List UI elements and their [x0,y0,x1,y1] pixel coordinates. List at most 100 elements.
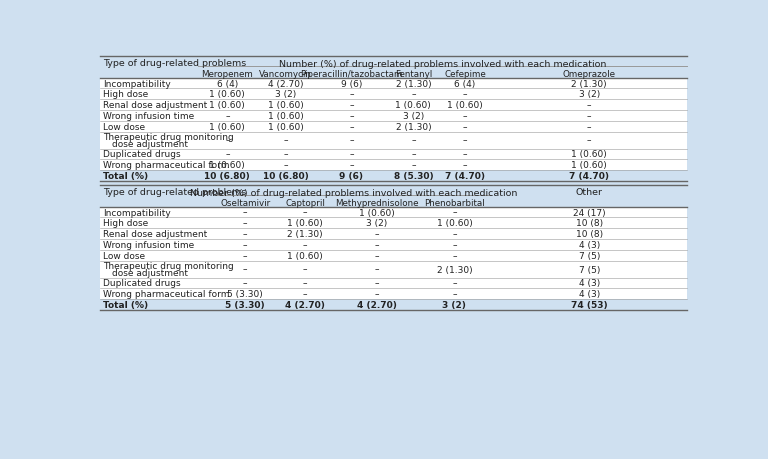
Text: 4 (2.70): 4 (2.70) [357,300,397,309]
Text: Wrong infusion time: Wrong infusion time [103,241,194,249]
Text: Duplicated drugs: Duplicated drugs [103,150,180,159]
Bar [100,278,687,289]
Bar [100,171,687,181]
Text: dose adjustment: dose adjustment [112,140,188,148]
Text: Number (%) of drug-related problems involved with each medication: Number (%) of drug-related problems invo… [279,60,607,69]
Text: –: – [375,251,379,260]
Bar [100,78,687,89]
Text: Wrong pharmaceutical form: Wrong pharmaceutical form [103,161,230,170]
Bar [100,218,687,229]
Text: –: – [243,208,247,217]
Text: Therapeutic drug monitoring: Therapeutic drug monitoring [103,262,233,271]
Text: –: – [375,290,379,298]
Text: –: – [587,112,591,121]
Bar [100,299,687,310]
Text: Vancomycin: Vancomycin [259,69,312,78]
Text: –: – [587,123,591,131]
Bar [100,207,687,218]
Text: Wrong infusion time: Wrong infusion time [103,112,194,121]
Text: 7 (4.70): 7 (4.70) [569,172,609,180]
Text: 1 (0.60): 1 (0.60) [436,219,472,228]
Bar [100,229,687,240]
Bar [100,261,687,278]
Text: –: – [462,90,467,99]
Text: 1 (0.60): 1 (0.60) [267,101,303,110]
Text: –: – [411,136,415,145]
Text: –: – [243,279,247,288]
Text: –: – [462,123,467,131]
Text: Methyprednisolone: Methyprednisolone [335,198,419,207]
Bar [100,240,687,250]
Text: 4 (3): 4 (3) [578,241,600,249]
Text: –: – [462,161,467,170]
Text: Oseltamivir: Oseltamivir [220,198,270,207]
Text: Wrong pharmaceutical form: Wrong pharmaceutical form [103,290,230,298]
Text: 10 (8): 10 (8) [576,219,603,228]
Text: 2 (1.30): 2 (1.30) [287,230,323,239]
Text: Renal dose adjustment: Renal dose adjustment [103,230,207,239]
Text: –: – [243,265,247,274]
Bar [100,100,687,111]
Text: 9 (6): 9 (6) [341,79,362,89]
Text: –: – [375,279,379,288]
Bar [100,250,687,261]
Text: Renal dose adjustment: Renal dose adjustment [103,101,207,110]
Text: Low dose: Low dose [103,251,145,260]
Text: –: – [349,123,353,131]
Text: 4 (2.70): 4 (2.70) [286,300,325,309]
Text: –: – [452,208,457,217]
Text: 3 (2): 3 (2) [275,90,296,99]
Text: 2 (1.30): 2 (1.30) [396,79,431,89]
Text: Type of drug-related problems: Type of drug-related problems [103,187,247,196]
Text: Fentanyl: Fentanyl [395,69,432,78]
Text: Number (%) of drug-related problems involved with each medication: Number (%) of drug-related problems invo… [190,189,518,198]
Text: 1 (0.60): 1 (0.60) [447,101,483,110]
Text: –: – [243,230,247,239]
Text: –: – [349,90,353,99]
Text: 2 (1.30): 2 (1.30) [571,79,607,89]
Bar [100,149,687,160]
Text: Piperacillin/tazobactam: Piperacillin/tazobactam [300,69,402,78]
Bar [100,69,687,78]
Text: –: – [303,208,307,217]
Text: –: – [375,265,379,274]
Text: High dose: High dose [103,219,148,228]
Text: 5 (3.30): 5 (3.30) [225,300,265,309]
Text: 1 (0.60): 1 (0.60) [287,219,323,228]
Text: Therapeutic drug monitoring: Therapeutic drug monitoring [103,133,233,142]
Text: 2 (1.30): 2 (1.30) [396,123,431,131]
Text: 4 (2.70): 4 (2.70) [268,79,303,89]
Text: –: – [243,241,247,249]
Text: –: – [349,112,353,121]
Text: Other: Other [576,187,603,196]
Text: –: – [587,101,591,110]
Text: 1 (0.60): 1 (0.60) [210,101,245,110]
Bar [100,122,687,132]
Text: 10 (6.80): 10 (6.80) [204,172,250,180]
Text: –: – [303,265,307,274]
Text: Meropenem: Meropenem [201,69,253,78]
Text: 1 (0.60): 1 (0.60) [267,112,303,121]
Text: 1 (0.60): 1 (0.60) [359,208,395,217]
Bar [100,289,687,299]
Text: 1 (0.60): 1 (0.60) [571,161,607,170]
Text: –: – [243,251,247,260]
Bar [100,132,687,149]
Text: 4 (3): 4 (3) [578,279,600,288]
Text: –: – [452,279,457,288]
Text: Cefepime: Cefepime [444,69,486,78]
Bar [100,111,687,122]
Text: –: – [225,112,230,121]
Text: 6 (4): 6 (4) [455,79,475,89]
Text: Omeprazole: Omeprazole [563,69,616,78]
Text: Incompatibility: Incompatibility [103,79,170,89]
Text: 10 (8): 10 (8) [576,230,603,239]
Text: High dose: High dose [103,90,148,99]
Text: 6 (4): 6 (4) [217,79,238,89]
Text: –: – [587,136,591,145]
Text: 1 (0.60): 1 (0.60) [287,251,323,260]
Text: –: – [349,150,353,159]
Text: –: – [411,90,415,99]
Text: Incompatibility: Incompatibility [103,208,170,217]
Text: Phenobarbital: Phenobarbital [424,198,485,207]
